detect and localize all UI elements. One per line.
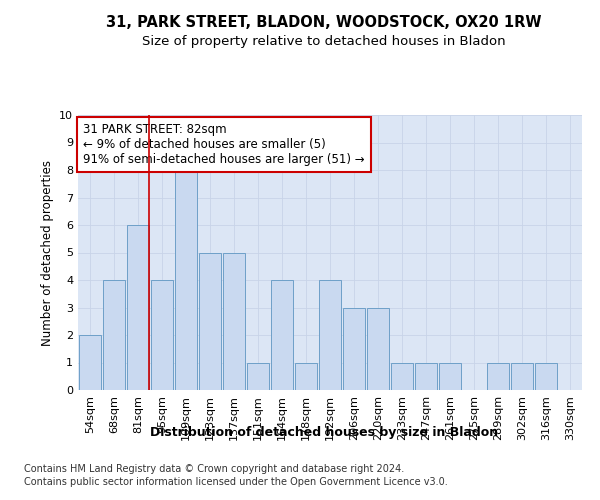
- Text: Contains public sector information licensed under the Open Government Licence v3: Contains public sector information licen…: [24, 477, 448, 487]
- Bar: [391, 362, 413, 390]
- Bar: [271, 280, 293, 390]
- Bar: [295, 362, 317, 390]
- Bar: [319, 280, 341, 390]
- Bar: [223, 252, 245, 390]
- Bar: [175, 170, 197, 390]
- Text: Contains HM Land Registry data © Crown copyright and database right 2024.: Contains HM Land Registry data © Crown c…: [24, 464, 404, 474]
- Bar: [415, 362, 437, 390]
- Bar: [151, 280, 173, 390]
- Bar: [199, 252, 221, 390]
- Text: Size of property relative to detached houses in Bladon: Size of property relative to detached ho…: [142, 34, 506, 48]
- Bar: [487, 362, 509, 390]
- Bar: [511, 362, 533, 390]
- Bar: [79, 335, 101, 390]
- Text: 31 PARK STREET: 82sqm
← 9% of detached houses are smaller (5)
91% of semi-detach: 31 PARK STREET: 82sqm ← 9% of detached h…: [83, 123, 365, 166]
- Bar: [343, 308, 365, 390]
- Bar: [247, 362, 269, 390]
- Bar: [535, 362, 557, 390]
- Y-axis label: Number of detached properties: Number of detached properties: [41, 160, 53, 346]
- Bar: [367, 308, 389, 390]
- Bar: [439, 362, 461, 390]
- Bar: [127, 225, 149, 390]
- Text: Distribution of detached houses by size in Bladon: Distribution of detached houses by size …: [150, 426, 498, 439]
- Text: 31, PARK STREET, BLADON, WOODSTOCK, OX20 1RW: 31, PARK STREET, BLADON, WOODSTOCK, OX20…: [106, 15, 542, 30]
- Bar: [103, 280, 125, 390]
